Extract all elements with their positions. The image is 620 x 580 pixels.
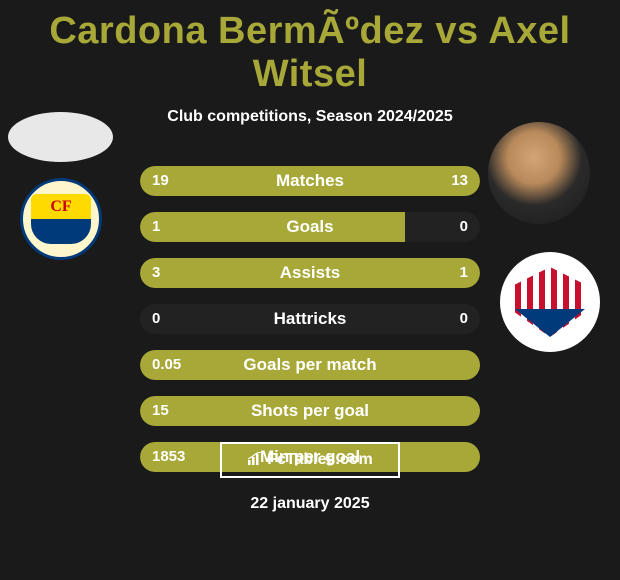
stat-value-left: 0.05 — [152, 350, 181, 380]
stat-row: Shots per goal15 — [0, 396, 620, 426]
stat-row: Goals per match0.05 — [0, 350, 620, 380]
stat-label: Goals per match — [140, 350, 480, 380]
stat-label: Assists — [140, 258, 480, 288]
stat-row: Min per goal1853 — [0, 442, 620, 472]
stat-label: Matches — [140, 166, 480, 196]
comparison-title: Cardona BermÃºdez vs Axel Witsel — [0, 0, 620, 96]
stat-label: Min per goal — [140, 442, 480, 472]
stat-value-left: 15 — [152, 396, 169, 426]
stats-area: Matches1913Goals10Assists31Hattricks00Go… — [0, 166, 620, 472]
stat-label: Shots per goal — [140, 396, 480, 426]
stat-label: Goals — [140, 212, 480, 242]
stat-row: Matches19 13 — [0, 166, 620, 196]
stat-label: Hattricks — [140, 304, 480, 334]
stat-row: Assists3 1 — [0, 258, 620, 288]
stat-value-left: 3 — [152, 258, 160, 288]
stat-value-left: 1853 — [152, 442, 185, 472]
stat-row: Hattricks0 0 — [0, 304, 620, 334]
comparison-date: 22 january 2025 — [0, 495, 620, 513]
stat-value-right: 13 — [451, 166, 468, 196]
stat-value-left: 19 — [152, 166, 169, 196]
stat-value-left: 1 — [152, 212, 160, 242]
player-left-avatar — [8, 112, 113, 162]
stat-value-right: 1 — [460, 258, 468, 288]
stat-row: Goals1 0 — [0, 212, 620, 242]
stat-value-right: 0 — [460, 304, 468, 334]
stat-value-right: 0 — [460, 212, 468, 242]
stat-value-left: 0 — [152, 304, 160, 334]
